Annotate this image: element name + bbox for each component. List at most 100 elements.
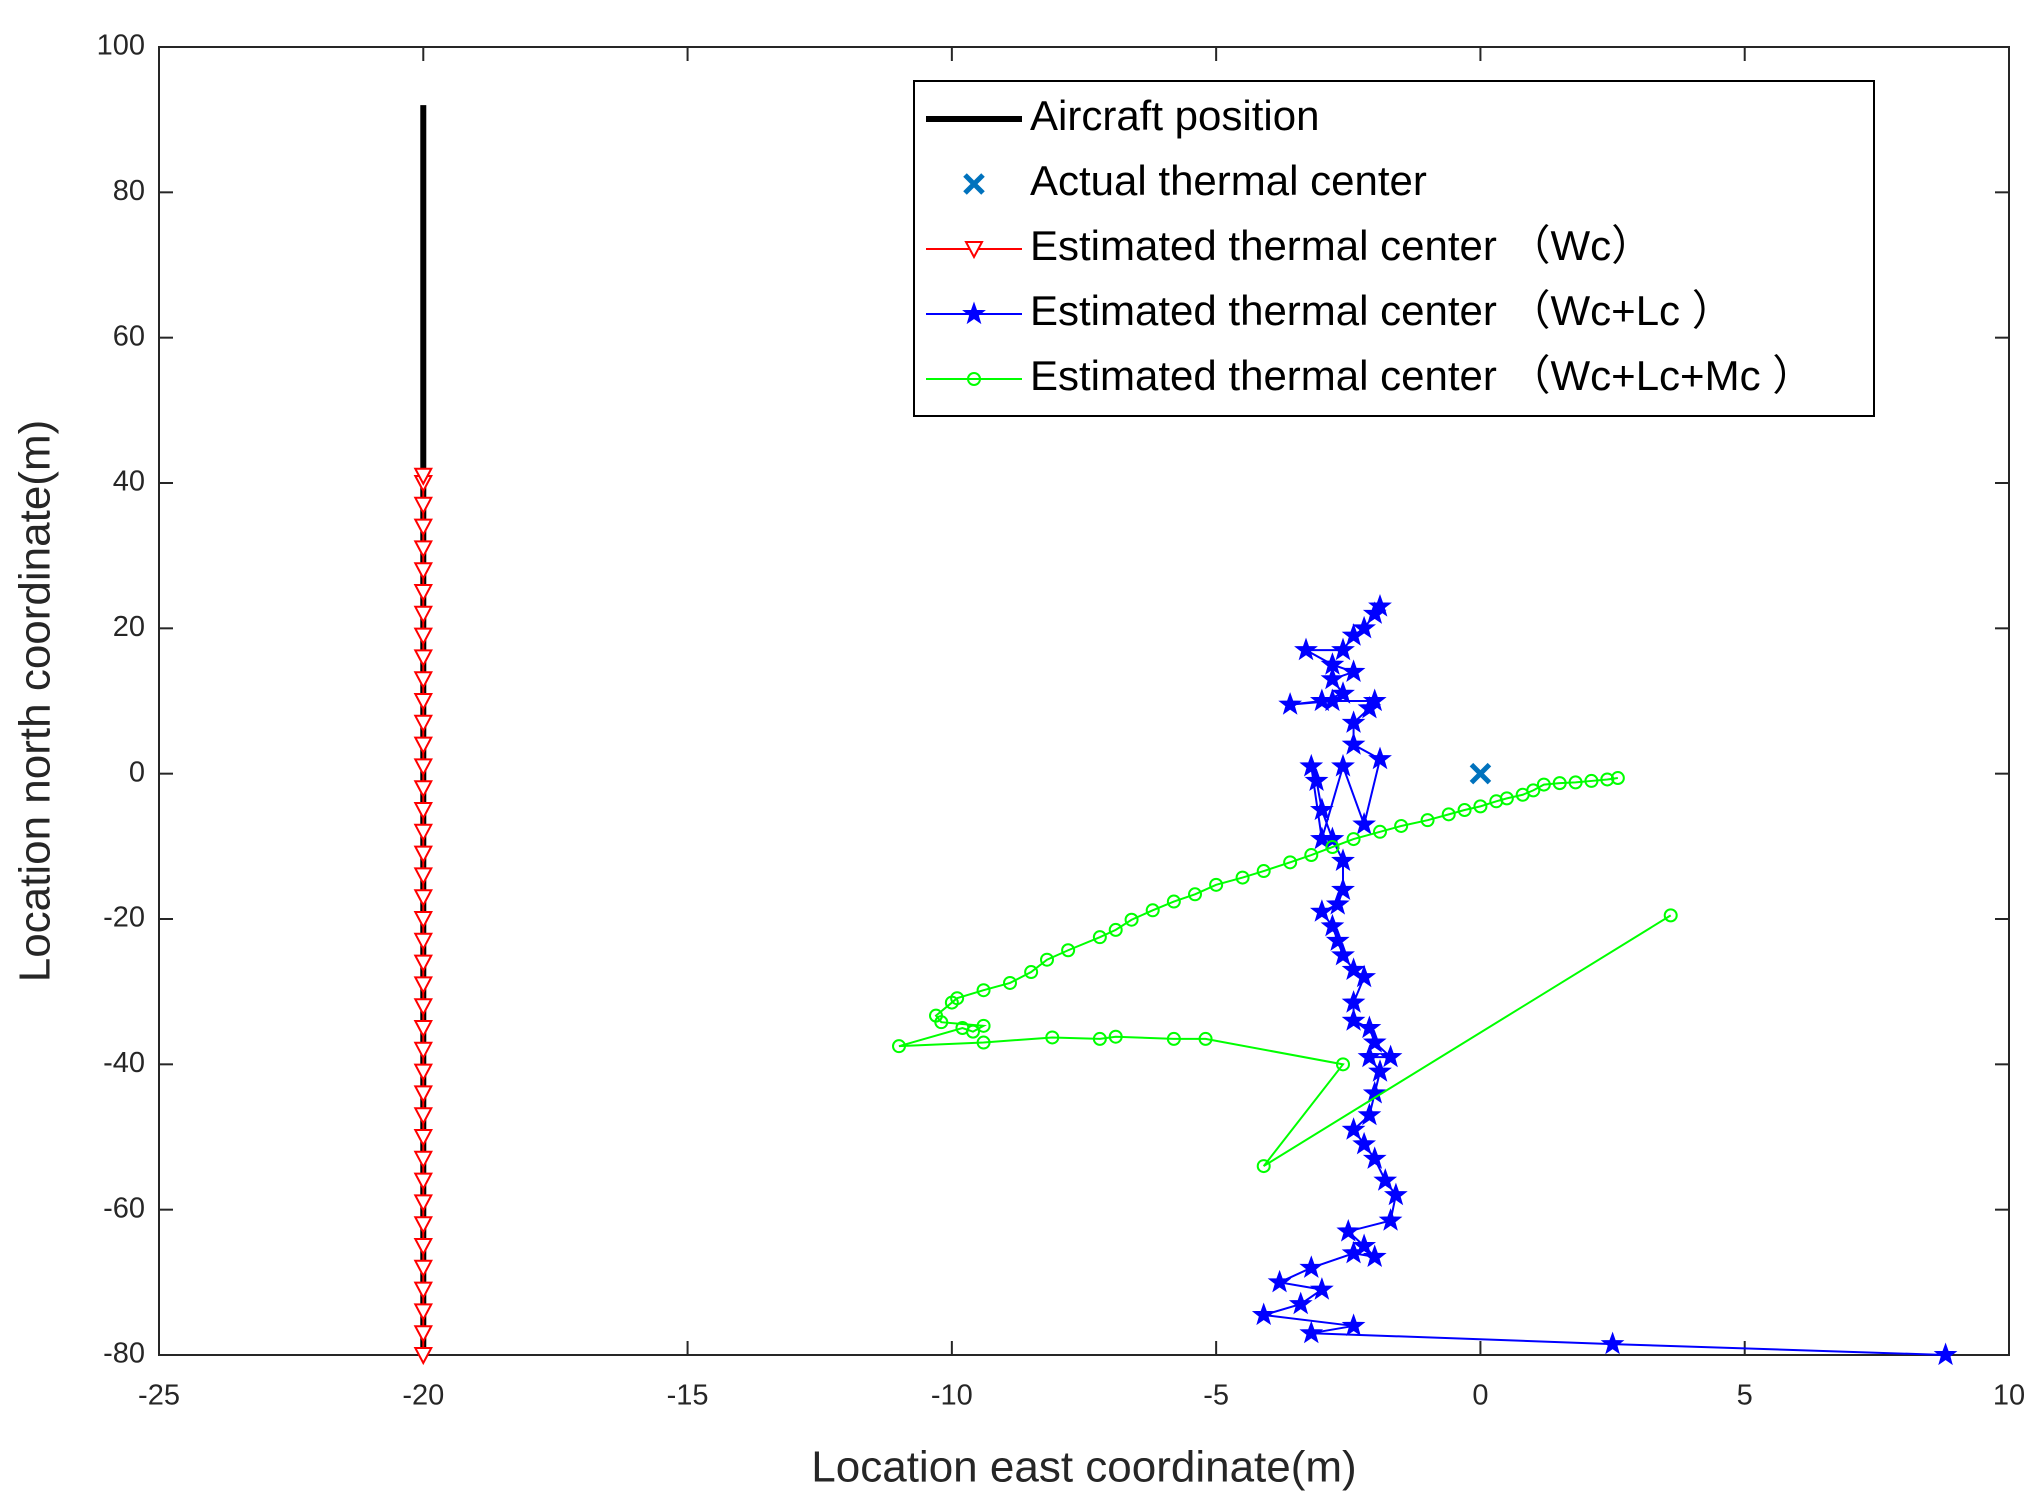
marker xyxy=(413,1303,433,1322)
marker xyxy=(1536,777,1551,792)
y-tick-label: -60 xyxy=(103,1192,145,1224)
marker xyxy=(1061,943,1076,958)
marker xyxy=(1166,894,1181,909)
marker xyxy=(1341,732,1366,755)
marker xyxy=(413,1216,433,1235)
marker xyxy=(1584,773,1599,788)
marker xyxy=(1341,659,1366,682)
marker xyxy=(413,780,433,799)
marker xyxy=(1362,1244,1387,1267)
marker xyxy=(413,467,433,486)
marker xyxy=(1352,812,1377,835)
marker xyxy=(1256,1159,1271,1174)
marker xyxy=(1331,877,1355,900)
marker xyxy=(1568,775,1583,790)
legend-label: Estimated thermal center （Wc+Lc+Mc ） xyxy=(1030,352,1814,399)
marker xyxy=(413,1107,433,1126)
marker xyxy=(413,1194,433,1213)
marker xyxy=(1362,688,1387,712)
plot-frame xyxy=(158,46,2010,1356)
marker xyxy=(1331,942,1355,966)
marker xyxy=(1331,753,1355,777)
y-tick-label: 60 xyxy=(113,320,145,352)
x-axis-label: Location east coordinate(m) xyxy=(811,1443,1356,1492)
marker xyxy=(413,627,433,646)
marker xyxy=(1352,1233,1377,1257)
marker xyxy=(1378,1044,1403,1068)
marker xyxy=(413,1129,433,1148)
marker xyxy=(950,991,965,1006)
legend-label: Estimated thermal center （Wc） xyxy=(1030,222,1653,269)
marker xyxy=(413,540,433,559)
marker xyxy=(1188,887,1202,902)
legend-box xyxy=(913,80,1875,417)
x-tick-label: -20 xyxy=(402,1380,444,1412)
marker xyxy=(1331,637,1355,661)
marker xyxy=(1325,892,1350,915)
marker xyxy=(413,823,433,842)
y-tick-label: 100 xyxy=(97,30,145,62)
marker xyxy=(1304,768,1329,791)
marker xyxy=(413,1041,433,1060)
marker xyxy=(1288,1291,1313,1315)
y-tick-label: -20 xyxy=(103,902,145,934)
y-tick-label: 0 xyxy=(129,756,145,788)
marker xyxy=(1346,832,1361,847)
marker xyxy=(1368,1059,1392,1082)
marker xyxy=(413,932,433,951)
marker xyxy=(1357,1102,1382,1126)
marker xyxy=(1600,1331,1625,1355)
marker xyxy=(1373,824,1387,839)
legend-marker xyxy=(967,372,981,386)
marker xyxy=(413,518,433,537)
marker xyxy=(1283,855,1298,870)
x-tick-label: 5 xyxy=(1737,1380,1753,1412)
marker xyxy=(413,802,433,821)
marker xyxy=(1933,1342,1958,1366)
marker xyxy=(1320,913,1345,937)
marker xyxy=(1394,818,1409,833)
marker xyxy=(1420,813,1435,828)
marker xyxy=(1045,1030,1060,1045)
marker xyxy=(1040,952,1054,967)
marker xyxy=(1235,870,1250,885)
marker xyxy=(1610,771,1625,786)
marker xyxy=(1325,840,1340,855)
x-tick-label: -25 xyxy=(138,1380,180,1412)
marker xyxy=(1368,593,1392,617)
marker xyxy=(1320,652,1345,675)
marker xyxy=(1198,1031,1213,1046)
legend-marker xyxy=(962,301,986,325)
marker xyxy=(1341,1313,1366,1336)
y-tick-label: 20 xyxy=(113,611,145,643)
legend-marker xyxy=(963,173,985,195)
marker xyxy=(413,1020,433,1039)
marker xyxy=(1024,965,1039,980)
marker xyxy=(1383,1182,1408,1206)
marker xyxy=(1469,762,1492,785)
marker xyxy=(413,954,433,973)
marker xyxy=(413,867,433,886)
legend-label: Aircraft position xyxy=(1030,92,1319,139)
marker xyxy=(929,1008,943,1023)
marker xyxy=(413,562,433,581)
marker xyxy=(976,1018,991,1033)
marker xyxy=(1278,692,1303,715)
marker xyxy=(1357,1015,1382,1039)
marker xyxy=(1108,922,1123,937)
marker xyxy=(1299,753,1324,777)
marker xyxy=(1320,666,1345,690)
marker xyxy=(1310,826,1334,850)
marker xyxy=(1457,803,1472,817)
marker xyxy=(413,1150,433,1169)
marker xyxy=(892,1039,906,1054)
marker xyxy=(976,1035,991,1050)
marker xyxy=(413,976,433,995)
marker xyxy=(1441,807,1456,822)
marker xyxy=(413,1063,433,1082)
marker xyxy=(976,983,991,998)
marker xyxy=(413,1172,433,1191)
marker xyxy=(1309,1277,1334,1300)
x-tick-label: -15 xyxy=(667,1380,709,1412)
